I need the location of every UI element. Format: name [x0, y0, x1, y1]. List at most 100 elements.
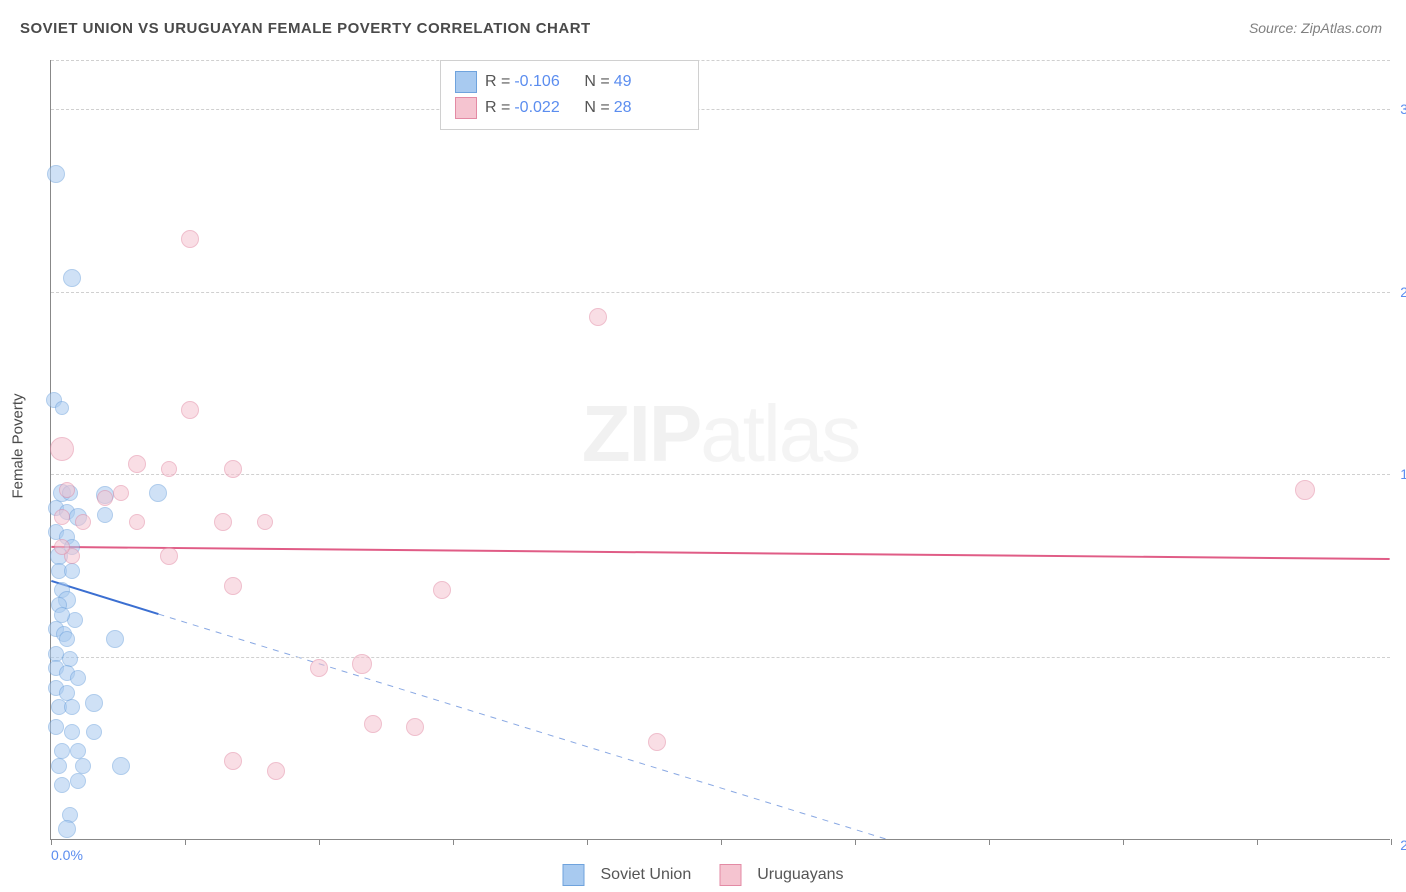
chart-title: SOVIET UNION VS URUGUAYAN FEMALE POVERTY… [20, 20, 591, 37]
data-point [54, 777, 70, 793]
data-point [267, 762, 285, 780]
legend-n-value: 28 [614, 99, 670, 117]
watermark: ZIPatlas [582, 388, 859, 480]
data-point [54, 539, 70, 555]
gridline [51, 657, 1390, 658]
data-point [75, 514, 91, 530]
data-point [59, 631, 75, 647]
plot-area: ZIPatlas 7.5%15.0%22.5%30.0%0.0%25.0% [50, 60, 1390, 840]
data-point [352, 654, 372, 674]
ytick-label: 22.5% [1394, 284, 1406, 300]
ytick-label: 15.0% [1394, 466, 1406, 482]
data-point [406, 718, 424, 736]
legend-r-value: -0.022 [514, 99, 570, 117]
data-point [50, 437, 74, 461]
data-point [70, 773, 86, 789]
legend-n-label: N = [584, 73, 609, 91]
legend-r-value: -0.106 [514, 73, 570, 91]
data-point [58, 820, 76, 838]
legend-swatch [455, 71, 477, 93]
legend-stat-row: R = -0.106 N = 49 [455, 69, 684, 95]
data-point [113, 485, 129, 501]
data-point [70, 670, 86, 686]
xtick [51, 839, 52, 845]
data-point [160, 547, 178, 565]
legend-stats: R = -0.106 N = 49 R = -0.022 N = 28 [440, 60, 699, 130]
ytick-label: 30.0% [1394, 101, 1406, 117]
data-point [161, 461, 177, 477]
data-point [64, 563, 80, 579]
legend-n-label: N = [584, 99, 609, 117]
xtick [1257, 839, 1258, 845]
xtick [185, 839, 186, 845]
data-point [97, 507, 113, 523]
data-point [149, 484, 167, 502]
legend-series: Soviet Union Uruguayans [563, 864, 844, 886]
legend-n-value: 49 [614, 73, 670, 91]
xtick-label: 25.0% [1400, 837, 1406, 853]
legend-label: Soviet Union [601, 866, 692, 884]
data-point [106, 630, 124, 648]
data-point [55, 401, 69, 415]
data-point [63, 269, 81, 287]
data-point [181, 230, 199, 248]
gridline [51, 474, 1390, 475]
data-point [648, 733, 666, 751]
legend-item: Uruguayans [719, 864, 843, 886]
data-point [59, 685, 75, 701]
gridline [51, 109, 1390, 110]
data-point [112, 757, 130, 775]
data-point [589, 308, 607, 326]
data-point [59, 482, 75, 498]
xtick [721, 839, 722, 845]
data-point [128, 455, 146, 473]
data-point [62, 651, 78, 667]
xtick-label: 0.0% [51, 847, 83, 863]
data-point [97, 490, 113, 506]
data-point [85, 694, 103, 712]
legend-swatch [719, 864, 741, 886]
data-point [48, 719, 64, 735]
data-point [75, 758, 91, 774]
data-point [181, 401, 199, 419]
xtick [587, 839, 588, 845]
legend-r-label: R = [485, 73, 510, 91]
xtick [1123, 839, 1124, 845]
ytick-label: 7.5% [1394, 649, 1406, 665]
data-point [310, 659, 328, 677]
data-point [54, 607, 70, 623]
legend-swatch [455, 97, 477, 119]
legend-item: Soviet Union [563, 864, 692, 886]
data-point [47, 165, 65, 183]
data-point [64, 724, 80, 740]
data-point [129, 514, 145, 530]
gridline [51, 60, 1390, 61]
legend-label: Uruguayans [757, 866, 843, 884]
data-point [214, 513, 232, 531]
data-point [51, 758, 67, 774]
gridline [51, 292, 1390, 293]
data-point [224, 752, 242, 770]
watermark-thin: atlas [700, 389, 859, 478]
source-label: Source: ZipAtlas.com [1249, 20, 1382, 36]
data-point [433, 581, 451, 599]
legend-stat-row: R = -0.022 N = 28 [455, 95, 684, 121]
legend-r-label: R = [485, 99, 510, 117]
data-point [70, 743, 86, 759]
xtick [319, 839, 320, 845]
data-point [54, 743, 70, 759]
trend-lines [51, 60, 1390, 839]
data-point [224, 460, 242, 478]
xtick [989, 839, 990, 845]
data-point [1295, 480, 1315, 500]
data-point [257, 514, 273, 530]
xtick [453, 839, 454, 845]
data-point [54, 509, 70, 525]
legend-swatch [563, 864, 585, 886]
watermark-bold: ZIP [582, 389, 700, 478]
xtick [1391, 839, 1392, 845]
data-point [364, 715, 382, 733]
data-point [86, 724, 102, 740]
data-point [224, 577, 242, 595]
y-axis-label: Female Poverty [10, 393, 27, 498]
